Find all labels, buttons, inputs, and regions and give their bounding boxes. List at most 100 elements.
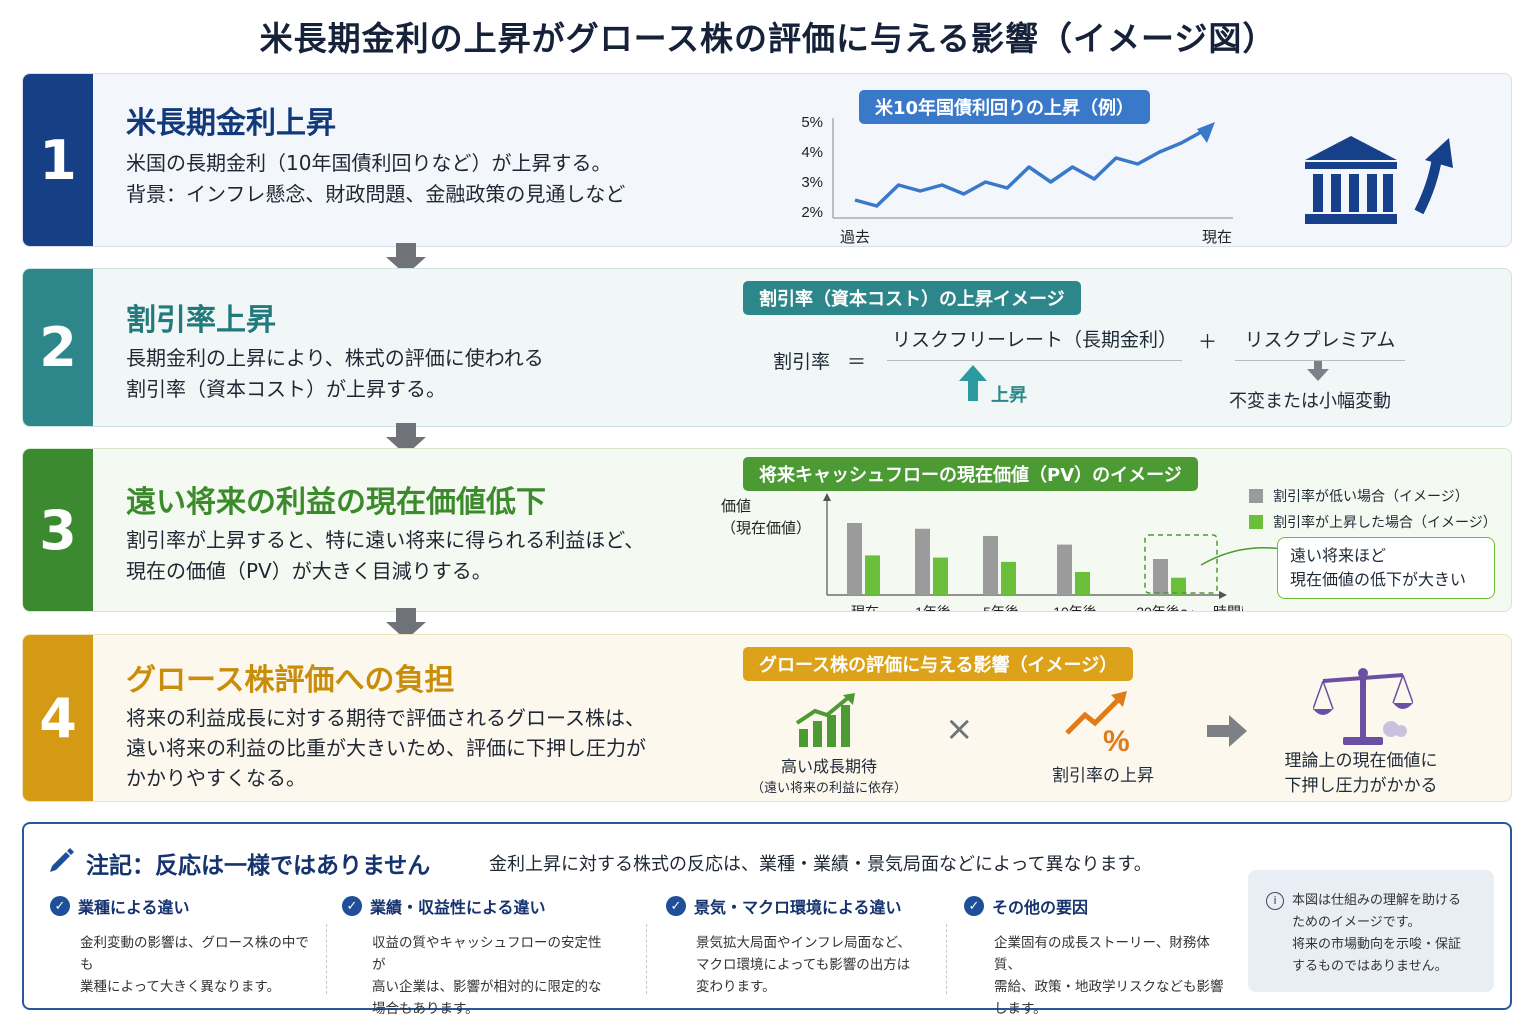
column-line: 金利変動の影響は、グロース株の中でも	[80, 935, 309, 973]
y-tick-label: 2%	[801, 204, 823, 221]
description-line: 背景：インフレ懸念、財政問題、金融政策の見通しなど	[126, 182, 626, 206]
column-divider	[326, 924, 327, 994]
down-arrow-icon	[1307, 361, 1329, 381]
note-panel: 注記：反応は一様ではありません 金利上昇に対する株式の反応は、業種・業績・景気局…	[22, 822, 1512, 1017]
flow-arrow-icon	[386, 608, 426, 640]
formula-equals: ＝	[847, 351, 867, 373]
step-description: 割引率が上昇すると、特に遠い将来に得られる利益ほど、 現在の価値（PV）が大きく…	[126, 525, 644, 587]
step-number: 3	[23, 449, 93, 611]
bar	[847, 523, 862, 595]
description-line: 遠い将来の利益の比重が大きいため、評価に下押し圧力が	[126, 736, 646, 760]
flow-arrow-icon	[386, 243, 426, 275]
step-number: 4	[23, 635, 93, 801]
bar	[1153, 559, 1168, 595]
bar	[1057, 544, 1072, 595]
y-tick-label: 5%	[801, 114, 823, 131]
formula-lhs: 割引率	[773, 351, 831, 373]
column-line: 企業固有の成長ストーリー、財務体質、	[994, 935, 1210, 973]
description-line: 割引率が上昇すると、特に遠い将来に得られる利益ほど、	[126, 528, 645, 552]
bar	[983, 535, 998, 595]
check-icon: ✓	[342, 896, 362, 916]
description-line: 割引率（資本コスト）が上昇する。	[126, 377, 446, 401]
step-heading: 割引率上昇	[126, 303, 276, 338]
column-line: 業種によって大きく異なります。	[80, 979, 281, 995]
growth-sublabel: （遠い将来の利益に依存）	[750, 781, 907, 796]
check-icon: ✓	[964, 896, 984, 916]
bar	[915, 528, 930, 595]
description-line: かかりやすくなる。	[126, 766, 306, 790]
bar	[1075, 571, 1090, 595]
description-line: 米国の長期金利（10年国債利回りなど）が上昇する。	[126, 151, 612, 175]
column-divider	[646, 924, 647, 994]
step-1-panel: 1 米長期金利上昇 米国の長期金利（10年国債利回りなど）が上昇する。 背景：イ…	[22, 73, 1512, 247]
chart-title-pill: 米10年国債利回りの上昇（例）	[859, 90, 1151, 124]
result-line: 理論上の現在価値に	[1284, 751, 1438, 771]
legend-label: 割引率が上昇した場合（イメージ）	[1273, 515, 1497, 531]
description-line: 長期金利の上昇により、株式の評価に使われる	[126, 346, 544, 370]
disclaimer-box: i 本図は仕組みの理解を助ける ためのイメージです。 将来の市場動向を示唆・保証…	[1248, 870, 1494, 992]
chart-legend: 割引率が低い場合（イメージ） 割引率が上昇した場合（イメージ）	[1249, 483, 1497, 535]
x-axis-arrowhead	[1219, 591, 1227, 599]
legend-item: 割引率が低い場合（イメージ）	[1249, 483, 1497, 509]
bar	[933, 557, 948, 595]
column-heading: 業績・収益性による違い	[370, 898, 546, 917]
line-arrowhead	[1197, 122, 1215, 143]
bar	[1171, 577, 1186, 595]
scale-icon	[1313, 668, 1413, 745]
x-axis-label: 時間軸	[1213, 604, 1243, 612]
column-line: 収益の質やキャッシュフローの安定性が	[372, 935, 602, 973]
legend-label: 割引率が低い場合（イメージ）	[1273, 489, 1469, 505]
times-icon: ×	[945, 709, 974, 749]
result-line: 下押し圧力がかかる	[1284, 776, 1438, 796]
description-line: 将来の利益成長に対する期待で評価されるグロース株は、	[126, 706, 645, 730]
formula-title-pill: 割引率（資本コスト）の上昇イメージ	[743, 281, 1081, 315]
x-tick-label: 現在	[851, 604, 879, 612]
step-heading: 遠い将来の利益の現在価値低下	[126, 485, 546, 520]
step-description: 長期金利の上昇により、株式の評価に使われる 割引率（資本コスト）が上昇する。	[126, 343, 544, 405]
riskfree-change-label: 上昇	[991, 385, 1027, 406]
y-axis-sublabel: （現在価値）	[721, 519, 812, 537]
column-divider	[946, 924, 947, 994]
callout-connector	[1200, 546, 1282, 566]
note-subtitle: 金利上昇に対する株式の反応は、業種・業績・景気局面などによって異なります。	[489, 854, 1152, 875]
disclaimer-line: 本図は仕組みの理解を助ける	[1292, 893, 1462, 908]
svg-text:%: %	[1103, 725, 1130, 753]
x-tick-label: 20年後～	[1136, 604, 1194, 612]
x-tick-label: 現在	[1202, 229, 1232, 246]
column-line: 需給、政策・地政学リスクなども影響	[994, 979, 1224, 995]
step-description: 米国の長期金利（10年国債利回りなど）が上昇する。 背景：インフレ懸念、財政問題…	[126, 148, 625, 210]
x-tick-label: 1年後	[915, 604, 951, 612]
description-line: 現在の価値（PV）が大きく目減りする。	[126, 559, 492, 583]
step-description: 将来の利益成長に対する期待で評価されるグロース株は、 遠い将来の利益の比重が大き…	[126, 703, 646, 793]
step-3-panel: 3 遠い将来の利益の現在価値低下 割引率が上昇すると、特に遠い将来に得られる利益…	[22, 448, 1512, 612]
bar	[1001, 561, 1016, 595]
step-2-panel: 2 割引率上昇 長期金利の上昇により、株式の評価に使われる 割引率（資本コスト）…	[22, 268, 1512, 427]
legend-swatch	[1249, 489, 1263, 503]
note-column: ✓ 業種による違い 金利変動の影響は、グロース株の中でも 業種によって大きく異なり…	[50, 894, 320, 998]
x-tick-label: 10年後	[1053, 604, 1097, 612]
arrow-up-icon	[1414, 138, 1453, 214]
y-axis-arrowhead	[823, 493, 831, 501]
pv-bar-chart: 現在 1年後 5年後 10年後 20年後～ 時間軸	[823, 493, 1243, 612]
legend-item: 割引率が上昇した場合（イメージ）	[1249, 509, 1497, 535]
check-icon: ✓	[50, 896, 70, 916]
disclaimer-line: 将来の市場動向を示唆・保証	[1292, 937, 1462, 952]
column-line: 変わります。	[696, 979, 776, 995]
page-title: 米長期金利の上昇がグロース株の評価に与える影響（イメージ図）	[259, 19, 1277, 58]
bar	[865, 555, 880, 595]
column-line: します。	[994, 1001, 1047, 1017]
check-icon: ✓	[666, 896, 686, 916]
bank-icon	[1305, 136, 1397, 224]
step-heading: 米長期金利上昇	[126, 106, 336, 141]
yield-line	[854, 129, 1204, 208]
step-number: 2	[23, 269, 93, 426]
yield-line-chart: 5% 4% 3% 2% 過去 現在	[801, 114, 1233, 246]
pencil-icon	[50, 848, 74, 872]
y-tick-label: 3%	[801, 174, 823, 191]
step-4-panel: 4 グロース株評価への負担 将来の利益成長に対する期待で評価されるグロース株は、…	[22, 634, 1512, 802]
column-line: 場合もあります。	[372, 1001, 479, 1017]
callout-line: 現在価値の低下が大きい	[1290, 570, 1467, 589]
x-tick-label: 5年後	[983, 604, 1019, 612]
arrow-right-icon	[1207, 715, 1247, 747]
growth-chart-icon	[795, 693, 855, 747]
